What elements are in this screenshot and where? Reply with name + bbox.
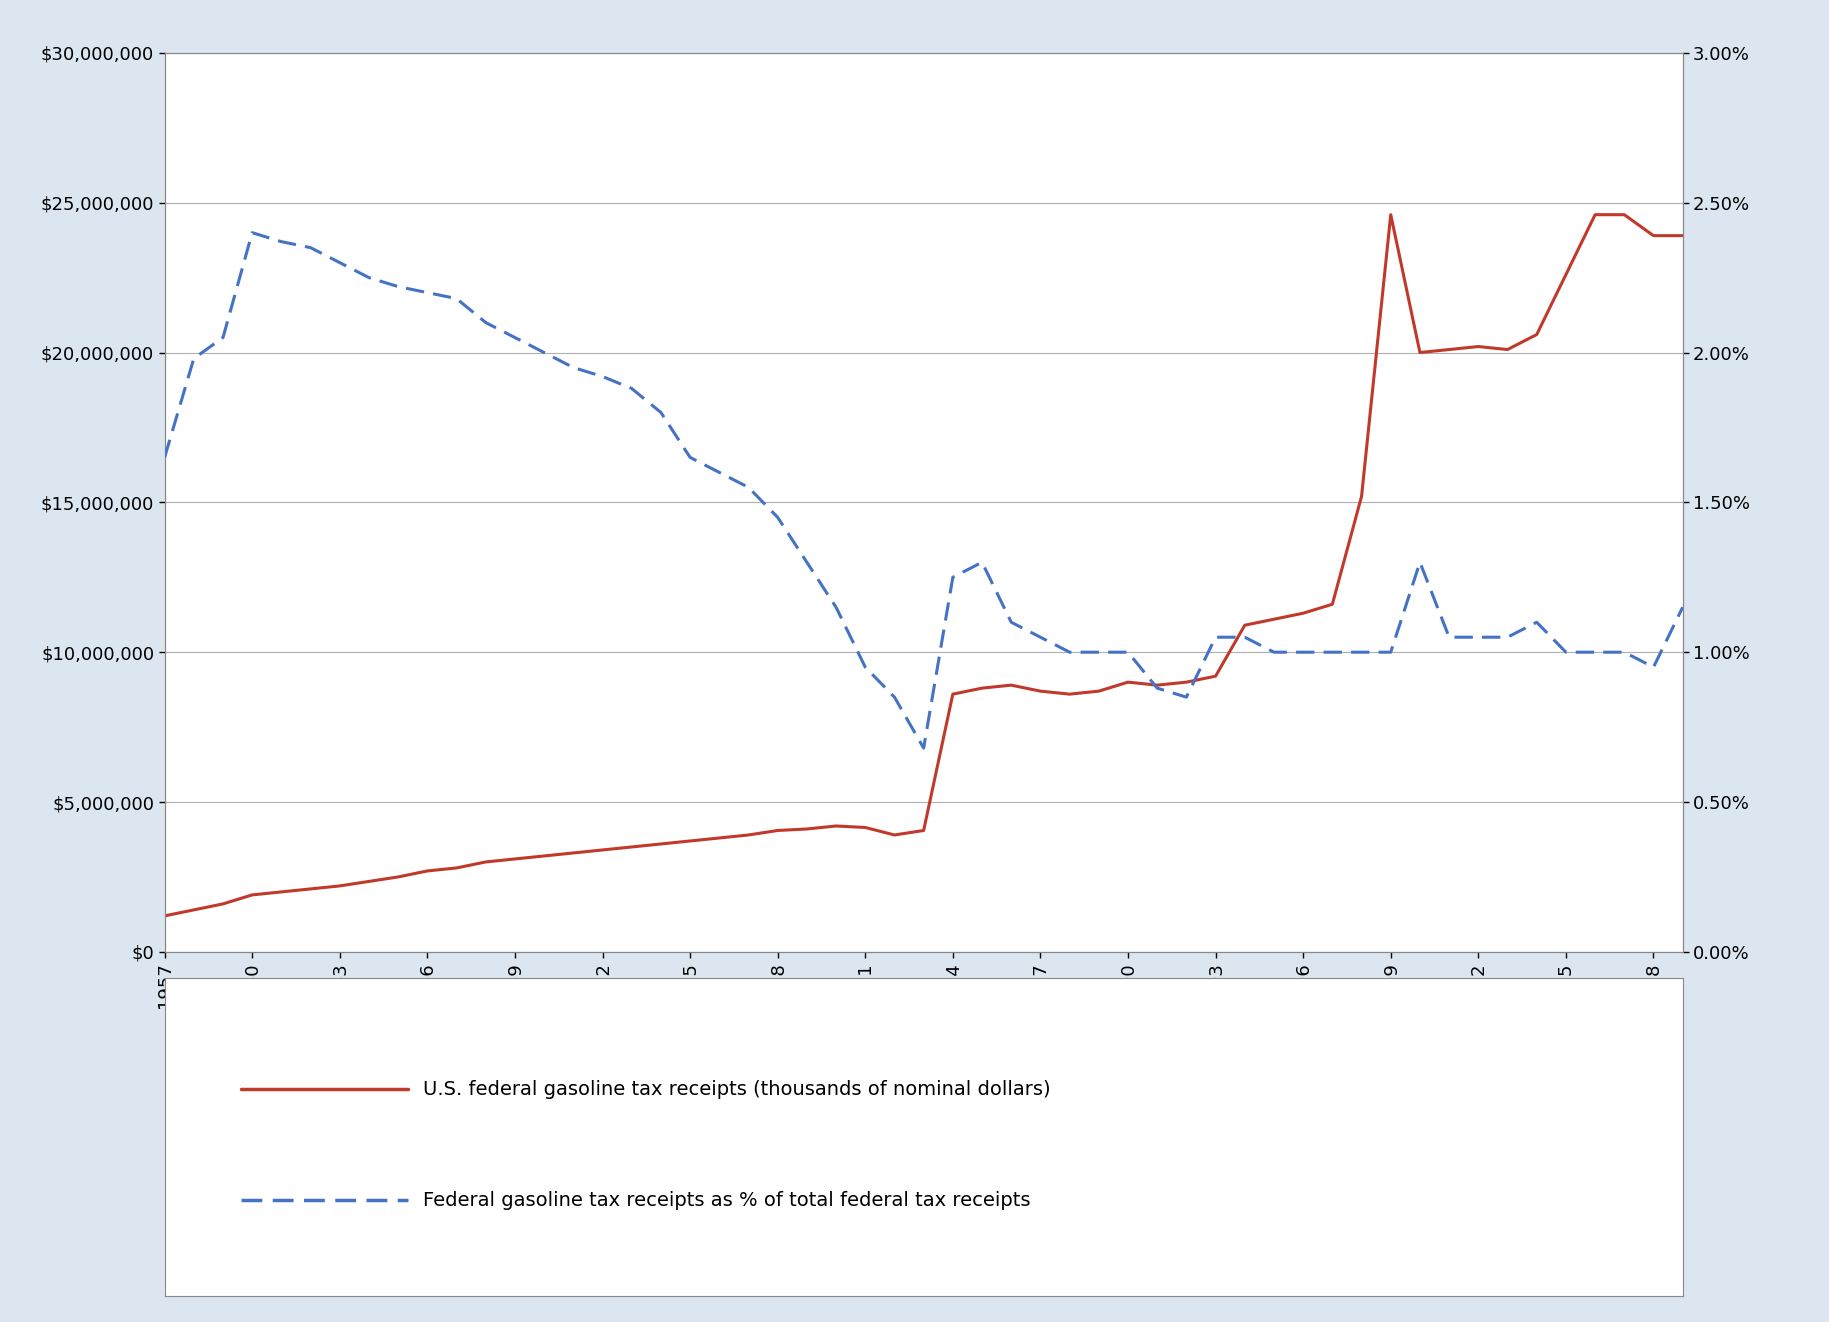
Text: U.S. federal gasoline tax receipts (thousands of nominal dollars): U.S. federal gasoline tax receipts (thou…: [422, 1080, 1050, 1099]
Text: Federal gasoline tax receipts as % of total federal tax receipts: Federal gasoline tax receipts as % of to…: [422, 1191, 1030, 1210]
